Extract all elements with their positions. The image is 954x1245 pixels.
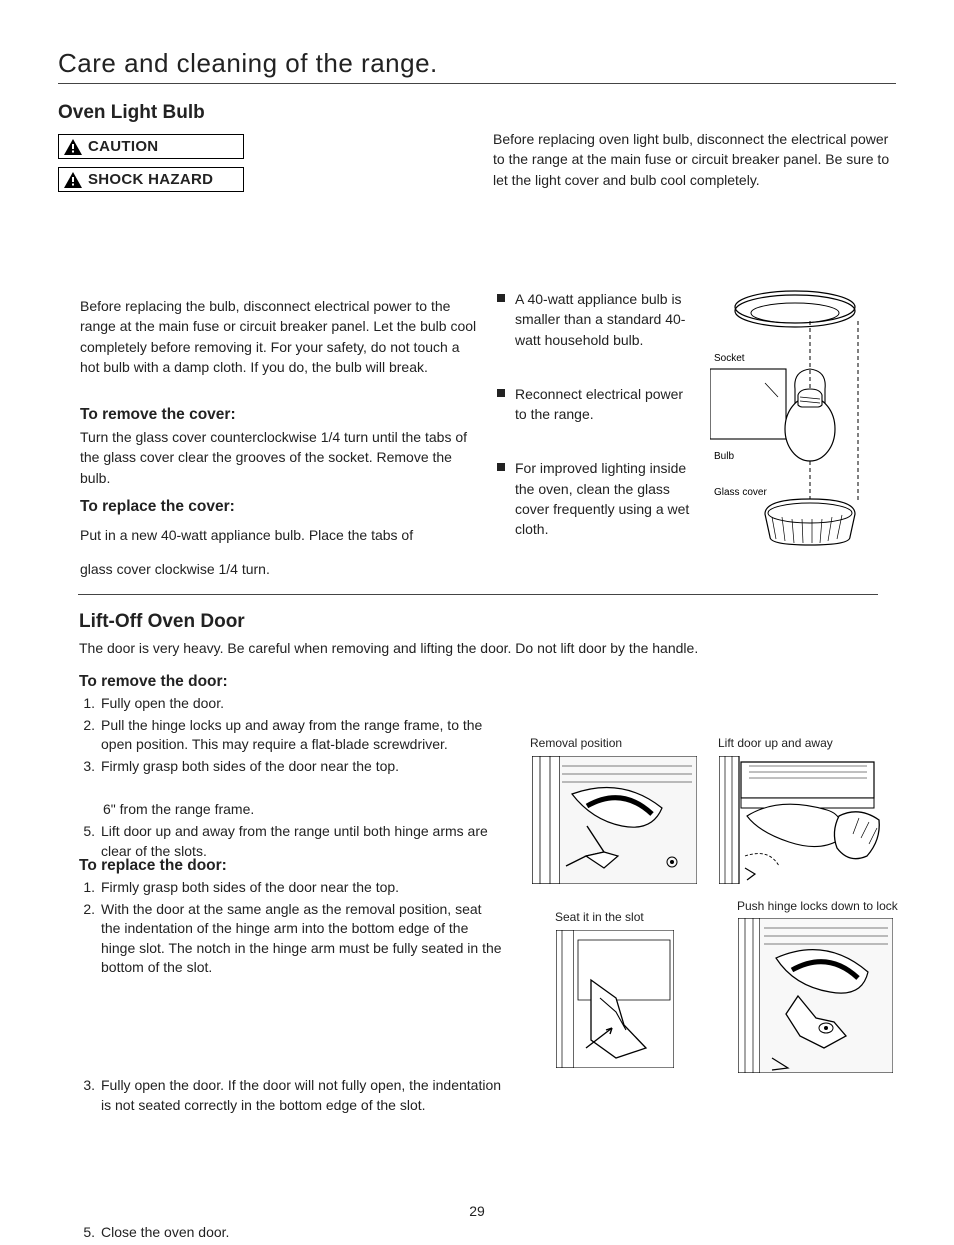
replace-cover-heading: To replace the cover:: [80, 498, 235, 516]
replace-steps-list: 1.Firmly grasp both sides of the door ne…: [79, 878, 504, 1245]
bullet-item: A 40-watt appliance bulb is smaller than…: [497, 289, 692, 350]
step-row: 2.Pull the hinge locks up and away from …: [79, 716, 499, 755]
fig-caption-push: Push hinge locks down to lock: [737, 899, 898, 913]
replace-cover-line2: glass cover clockwise 1/4 turn.: [80, 561, 270, 577]
warning-icon: [64, 139, 82, 155]
bullet-square-icon: [497, 389, 505, 397]
oven-light-heading: Oven Light Bulb: [58, 102, 896, 124]
bullet-list: A 40-watt appliance bulb is smaller than…: [497, 289, 692, 574]
fig-push-hinge: [738, 918, 893, 1073]
shock-hazard-box: SHOCK HAZARD: [58, 167, 244, 192]
replace-cover-line1: Put in a new 40-watt appliance bulb. Pla…: [80, 527, 413, 543]
replace-door-heading: To replace the door:: [79, 857, 227, 875]
step-row: 1.Firmly grasp both sides of the door ne…: [79, 878, 504, 898]
fig-removal-position: [532, 756, 697, 884]
svg-text:Bulb: Bulb: [714, 451, 734, 462]
step-row: 2.With the door at the same angle as the…: [79, 900, 504, 978]
svg-text:Glass cover: Glass cover: [714, 487, 767, 498]
remove-cover-text: Turn the glass cover counterclockwise 1/…: [80, 427, 480, 488]
step-row: 3.Fully open the door. If the door will …: [79, 1076, 504, 1115]
step-row: 5.Close the oven door.: [79, 1223, 504, 1243]
step-row: 5.Lift door up and away from the range u…: [79, 822, 499, 861]
bullet-square-icon: [497, 294, 505, 302]
svg-text:Socket: Socket: [714, 353, 745, 364]
step-row: 1.Fully open the door.: [79, 694, 499, 714]
mid-rule: [78, 594, 878, 595]
bullet-text: A 40-watt appliance bulb is smaller than…: [515, 289, 692, 350]
caution-box: CAUTION: [58, 134, 244, 159]
fig-caption-seat: Seat it in the slot: [555, 910, 644, 924]
warning-icon: [64, 172, 82, 188]
bulb-figure: Socket Bulb Glass cover: [710, 289, 880, 549]
page-title: Care and cleaning of the range.: [58, 48, 896, 79]
bullet-square-icon: [497, 463, 505, 471]
fig-seat-hinge: [556, 930, 674, 1068]
bullet-item: Reconnect electrical power to the range.: [497, 384, 692, 425]
remove-steps-list: 1.Fully open the door. 2.Pull the hinge …: [79, 694, 499, 863]
before-replacing-text: Before replacing the bulb, disconnect el…: [80, 296, 480, 377]
remove-door-heading: To remove the door:: [79, 673, 228, 691]
remove-cover-heading: To remove the cover:: [80, 406, 236, 424]
top-rule: [58, 83, 896, 84]
step-row: 3.Firmly grasp both sides of the door ne…: [79, 757, 499, 777]
warning-text-right: Before replacing oven light bulb, discon…: [493, 129, 898, 190]
bullet-item: For improved lighting inside the oven, c…: [497, 458, 692, 539]
fig-lift-door: [719, 756, 884, 884]
fig-caption-removal: Removal position: [530, 736, 622, 750]
shock-label: SHOCK HAZARD: [88, 171, 213, 188]
replace-cover-text: Put in a new 40-watt appliance bulb. Pla…: [80, 519, 480, 586]
bullet-text: Reconnect electrical power to the range.: [515, 384, 692, 425]
step-continue: 6" from the range frame.: [103, 800, 499, 820]
bullet-text: For improved lighting inside the oven, c…: [515, 458, 692, 539]
lift-off-door-heading: Lift-Off Oven Door: [79, 611, 245, 633]
page-number: 29: [0, 1203, 954, 1219]
fig-caption-lift: Lift door up and away: [718, 736, 833, 750]
caution-label: CAUTION: [88, 138, 158, 155]
door-intro-text: The door is very heavy. Be careful when …: [79, 638, 859, 658]
